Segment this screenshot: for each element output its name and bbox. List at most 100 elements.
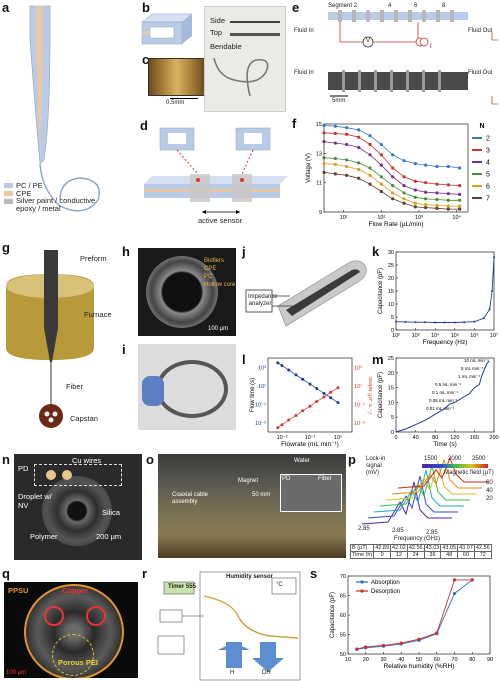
y-tick-label: 55 (340, 633, 346, 639)
annotation: 0.05 mL min⁻¹ (429, 398, 458, 403)
data-point (446, 192, 450, 196)
fiber-draw-tower (6, 250, 94, 428)
table-cell: 24 (406, 551, 425, 559)
data-point (379, 189, 383, 194)
x-tick-label: 10⁵ (451, 332, 459, 339)
data-point (333, 131, 337, 136)
data-point (357, 135, 361, 139)
legend-marker (360, 580, 364, 584)
y-tick: 20 (486, 496, 493, 502)
data-point (287, 418, 291, 422)
y-tick-label: 13 (316, 151, 322, 157)
data-point (333, 172, 337, 176)
y-tick: 60 (486, 480, 493, 486)
legend-marker (360, 589, 364, 593)
table-cell: 0 (373, 551, 392, 559)
data-point (404, 320, 407, 323)
panel-side-top: Side Top Bendable (204, 6, 288, 114)
preform-label: Preform (80, 254, 107, 263)
chart-k: 10² 10³ 10⁴ 10⁵ 10⁶ 10⁷ 0 5 10 15 20 25 30 Frequency … (378, 250, 498, 346)
data-point (458, 204, 462, 208)
data-point (446, 207, 450, 211)
annotation: 10 mL min⁻¹ (464, 358, 489, 363)
copper-label: Copper (62, 586, 89, 595)
data-point (435, 164, 439, 169)
legend-item: CPE (204, 266, 217, 272)
chart-l: Flowrate (mL min⁻¹) Flow time (s) 10⁻³ 10⁻¹… (250, 357, 372, 448)
plot-frame (267, 357, 353, 433)
coax-label: Coaxial cable assembly (172, 492, 209, 505)
data-point (491, 290, 494, 292)
x-axis-label: Frequency (Hz) (423, 339, 468, 346)
y-tick-label: 30 (388, 250, 394, 256)
data-point (287, 368, 291, 372)
y-tick-label: 10 (388, 302, 394, 308)
data-point (368, 173, 372, 177)
active-sensor-label: active sensor (198, 216, 243, 225)
mag-label: Magnetic field (µT) (444, 470, 494, 476)
data-point (280, 423, 284, 427)
panel-label: i (122, 342, 126, 357)
table-cell: 12 (390, 551, 408, 559)
data-point (424, 203, 428, 207)
freq-tick: 2.85 (426, 530, 438, 536)
data-point (368, 166, 372, 170)
y-tick-label: 10 (388, 400, 394, 406)
data-point (329, 390, 333, 394)
data-point (452, 591, 457, 596)
panel-label: m (372, 352, 384, 367)
data-point (336, 401, 340, 405)
data-point (458, 198, 462, 202)
data-point (276, 426, 280, 430)
fiber-drawing (4, 5, 100, 212)
data-point (458, 192, 462, 196)
chart-m: 0 40 80 120 160 200 0 5 10 15 20 25 Time (s) Capacita… (378, 356, 499, 448)
side-label: Side (210, 16, 226, 25)
y2-axis-label: Slope (pF s⁻¹) (367, 376, 372, 414)
data-point (446, 198, 450, 202)
plot-frame (323, 123, 469, 213)
panel-e: e Segment 2 4 6 8 V I Fluid In Fluid Out (292, 0, 500, 114)
data-point (391, 184, 395, 188)
data-point (368, 134, 372, 138)
capstan-label: Capstan (70, 414, 98, 423)
y-tick-label: 25 (388, 263, 394, 269)
x-axis-label: Relative humidity (%RH) (384, 663, 455, 670)
data-point (424, 206, 428, 210)
tube-diagram (245, 260, 367, 327)
voltage-symbol: V (366, 38, 371, 44)
series-line (356, 579, 473, 650)
segment-number: 6 (414, 3, 418, 9)
scale-label: 0.5mm (166, 100, 185, 106)
panel-l: l Flowrate (mL min⁻¹) Flow time (s) 10⁻³ 10… (242, 350, 372, 452)
panel-label: s (310, 566, 318, 581)
x-tick-label: 10⁻³ (277, 435, 288, 441)
series-line (277, 362, 339, 403)
segment-number: 4 (388, 3, 392, 9)
fiber-cross-section (138, 248, 236, 336)
top-label: Top (210, 28, 223, 37)
panel-o: o Water Coaxial cable assembly Magnet 50… (146, 452, 348, 562)
data-point (458, 184, 462, 188)
data-point (280, 364, 284, 368)
data-point (364, 645, 368, 649)
active-sensor-diagram (144, 127, 288, 214)
y-axis-label: Flow time (s) (250, 378, 256, 412)
y-tick-label: 10⁻³ (255, 421, 266, 427)
panel-i: i (120, 342, 240, 434)
data-point (482, 317, 485, 320)
x-tick-label: 160 (470, 435, 479, 441)
data-point (345, 173, 349, 177)
x-tick-label: 30 (380, 657, 386, 663)
device-3d-box (141, 13, 193, 45)
table-cell: 72 (473, 551, 492, 559)
scale-label: 50 mm (252, 492, 271, 498)
panel-label: d (140, 118, 148, 133)
table-cell: 42.02 (390, 544, 408, 552)
series-line (395, 360, 490, 433)
sem-cross-section (4, 582, 138, 678)
legend-entry: 6 (486, 184, 490, 191)
legend-item: PC (204, 274, 213, 280)
y-axis-label: Voltage (V) (306, 153, 312, 183)
